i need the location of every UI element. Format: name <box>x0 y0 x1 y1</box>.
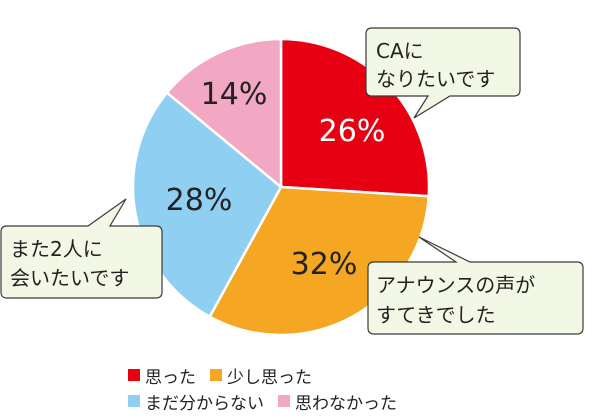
slice-label-3: 28% <box>166 183 233 218</box>
slice-label-2: 32% <box>291 247 358 282</box>
legend-row-2: まだ分からない 思わなかった <box>128 388 458 414</box>
slice-value-labels: 26% 32% 28% 14% <box>166 77 386 282</box>
pie-slice-3 <box>131 91 283 318</box>
callout-3-line-1: また2人に <box>10 237 103 261</box>
legend-label-2: 少し思った <box>227 367 312 388</box>
slice-label-1: 26% <box>319 114 386 149</box>
legend-label-4: 思わなかった <box>295 393 397 414</box>
legend-label-3: まだ分からない <box>145 393 264 414</box>
legend-swatch-2 <box>210 369 222 381</box>
callout-2-line-1: アナウンスの声が <box>376 273 535 297</box>
callout-bubble-2: アナウンスの声が すてきでした <box>367 236 584 335</box>
legend: 思った 少し思った まだ分からない 思わなかった <box>128 362 458 414</box>
callout-bubble-1: CAに なりたいです <box>365 27 521 119</box>
slice-label-4: 14% <box>201 77 268 112</box>
legend-item-4: 思わなかった <box>278 389 397 414</box>
legend-item-1: 思った <box>128 363 196 388</box>
legend-swatch-1 <box>128 369 140 381</box>
pie-slice-4 <box>165 37 283 189</box>
callout-1-line-1: CAに <box>376 39 424 63</box>
callout-3-line-2: 会いたいです <box>10 266 129 290</box>
legend-label-1: 思った <box>145 367 196 388</box>
legend-swatch-3 <box>128 395 140 407</box>
legend-item-3: まだ分からない <box>128 389 264 414</box>
callout-2-line-2: すてきでした <box>376 303 496 327</box>
legend-swatch-4 <box>278 395 290 407</box>
legend-item-2: 少し思った <box>210 363 312 388</box>
callout-1-line-2: なりたいです <box>376 67 495 91</box>
legend-row-1: 思った 少し思った <box>128 362 458 388</box>
callout-bubble-3: また2人に 会いたいです <box>0 198 163 299</box>
